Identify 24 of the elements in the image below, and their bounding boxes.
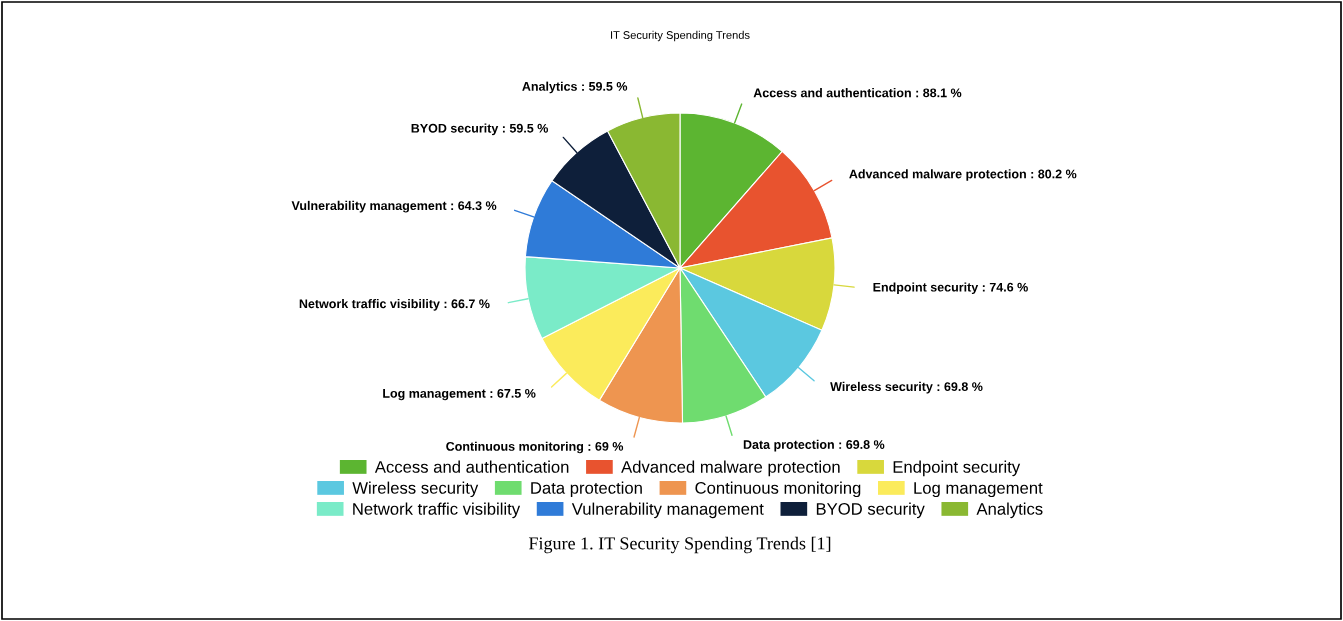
legend-label: Advanced malware protection xyxy=(621,460,840,477)
legend-label: Analytics xyxy=(976,502,1043,519)
data-label: Data protection : 69.8 % xyxy=(743,439,885,452)
data-label: Vulnerability management : 64.3 % xyxy=(291,200,497,213)
data-label: Endpoint security : 74.6 % xyxy=(873,282,1028,295)
data-label: Access and authentication : 88.1 % xyxy=(753,88,962,98)
data-label: BYOD security : 59.5 % xyxy=(411,123,548,136)
data-label: Wireless security : 69.8 % xyxy=(830,381,983,394)
caption: Figure 1. IT Security Spending Trends [1] xyxy=(528,536,831,554)
legend-label: Log management xyxy=(914,482,1043,498)
legend-label: Vulnerability management xyxy=(571,502,764,519)
data-label: Log management : 67.5 % xyxy=(383,388,536,401)
legend-label: Access and authentication xyxy=(374,460,569,473)
legend-label: Endpoint security xyxy=(893,460,1021,477)
legend-label: Network traffic visibility xyxy=(353,502,521,519)
data-label: Continuous monitoring : 69 % xyxy=(446,441,624,454)
data-label: Network traffic visibility : 66.7 % xyxy=(299,299,490,311)
data-label: Analytics : 59.5 % xyxy=(522,81,628,94)
legend-label: Wireless security xyxy=(352,481,479,498)
legend-label: Continuous monitoring xyxy=(695,481,861,498)
data-label: Advanced malware protection : 80.2 % xyxy=(849,169,1077,181)
chart-title: IT Security Spending Trends xyxy=(611,30,750,42)
legend-label: BYOD security xyxy=(816,502,925,519)
legend-label: Data protection xyxy=(531,481,642,498)
